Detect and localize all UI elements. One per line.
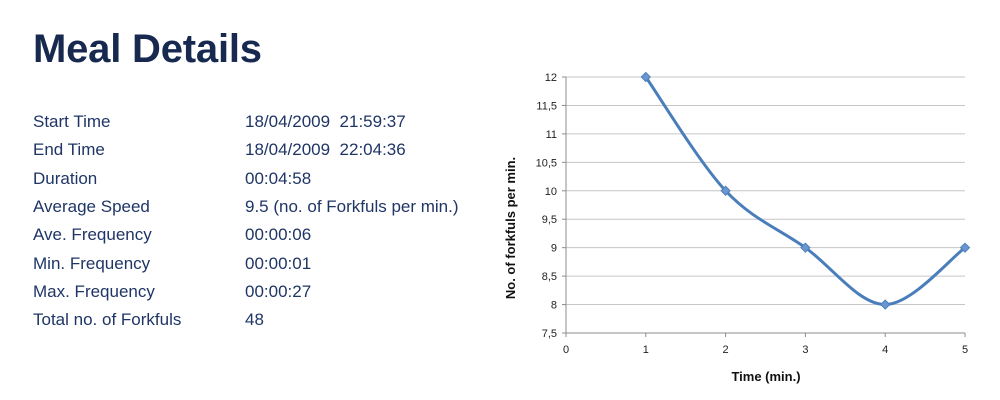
data-point-marker [640,71,652,83]
y-tick-label: 8 [551,300,557,312]
x-tick-label: 5 [962,344,968,356]
detail-row-max-frequency: Max. Frequency 00:00:27 [33,278,503,306]
detail-label: Duration [33,168,98,188]
data-point-marker [959,242,971,253]
detail-label: Ave. Frequency [33,225,152,245]
detail-value: 18/04/2009 22:04:36 [245,140,406,160]
detail-label: End Time [33,140,105,160]
detail-row-end-time: End Time 18/04/2009 22:04:36 [33,136,503,164]
detail-value: 00:00:01 [245,253,312,273]
series [640,71,971,310]
y-axis-title: No. of forkfuls per min. [503,157,518,299]
detail-label: Start Time [33,112,111,132]
y-tick-label: 10 [545,186,557,198]
detail-label: Min. Frequency [33,253,151,273]
gridlines [566,76,965,334]
x-tick-label: 2 [723,344,729,356]
detail-value: 9.5 (no. of Forkfuls per min.) [245,197,459,217]
y-tick-label: 8,5 [542,271,557,283]
detail-row-total-forkfuls: Total no. of Forkfuls 48 [33,306,503,334]
x-tick-label: 0 [563,344,569,356]
y-tick-label: 7,5 [542,328,557,340]
data-point-marker [879,299,891,310]
detail-value: 00:04:58 [245,168,312,188]
detail-row-average-speed: Average Speed 9.5 (no. of Forkfuls per m… [33,193,503,221]
detail-value: 18/04/2009 21:59:37 [245,112,406,132]
x-tick-label: 4 [882,344,888,356]
data-point-marker [800,242,811,253]
detail-value: 48 [245,310,264,330]
x-tick-label: 3 [802,344,808,356]
detail-row-start-time: Start Time 18/04/2009 21:59:37 [33,108,503,136]
x-tick-label: 1 [643,344,649,356]
detail-row-min-frequency: Min. Frequency 00:00:01 [33,249,503,277]
meal-details-list: Start Time 18/04/2009 21:59:37 End Time … [33,108,503,334]
detail-row-duration: Duration 00:04:58 [33,165,503,193]
data-point-marker [720,185,731,196]
page-title: Meal Details [33,27,262,71]
y-tick-label: 10,5 [536,157,557,169]
y-tick-label: 11,5 [536,100,557,112]
detail-value: 00:00:27 [245,281,312,301]
detail-value: 00:00:06 [245,225,312,245]
axes [562,76,966,337]
y-tick-label: 12 [545,72,557,84]
y-tick-label: 11 [546,129,557,141]
x-axis-title: Time (min.) [731,369,800,384]
y-tick-label: 9 [551,243,557,255]
detail-label: Total no. of Forkfuls [33,310,182,330]
detail-label: Max. Frequency [33,281,155,301]
detail-label: Average Speed [33,197,150,217]
y-tick-label: 9,5 [542,214,557,226]
detail-row-ave-frequency: Ave. Frequency 00:00:06 [33,221,503,249]
